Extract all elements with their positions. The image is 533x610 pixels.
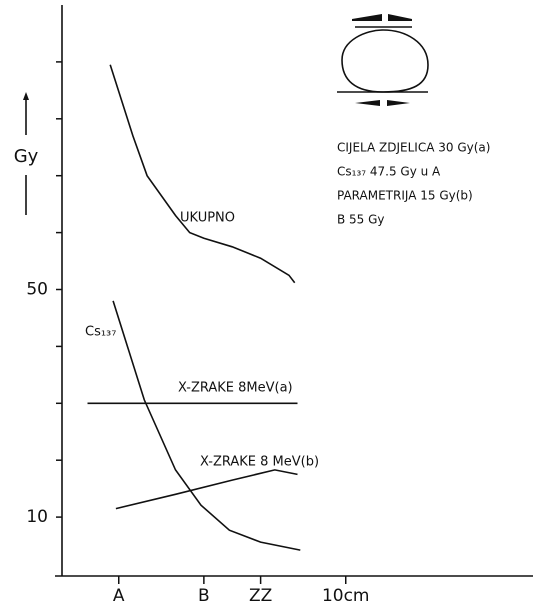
pelvis-diagram (337, 14, 429, 106)
x-tick-label: ZZ (249, 586, 272, 606)
note: Cs₁₃₇ 47.5 Gy u A (337, 165, 441, 179)
note: CIJELA ZDJELICA 30 Gy(a) (337, 141, 490, 155)
x-tick-label: B (198, 586, 210, 606)
y-axis-label: Gy (14, 146, 39, 167)
series-line (112, 300, 301, 551)
note: PARAMETRIJA 15 Gy(b) (337, 189, 473, 203)
arrow-head (23, 92, 29, 100)
series-label: UKUPNO (180, 211, 235, 226)
series-line (109, 64, 296, 284)
y-tick-label: 10 (26, 507, 48, 527)
x-tick-label: 10cm (322, 586, 370, 606)
x-tick-label: A (113, 586, 125, 606)
note: B 55 Gy (337, 213, 385, 227)
y-tick-label: 50 (26, 280, 48, 300)
series-label: Cs₁₃₇ (85, 325, 116, 340)
series-label: X-ZRAKE 8 MeV(b) (200, 455, 319, 470)
series-line (115, 469, 298, 510)
series-label: X-ZRAKE 8MeV(a) (178, 381, 293, 396)
